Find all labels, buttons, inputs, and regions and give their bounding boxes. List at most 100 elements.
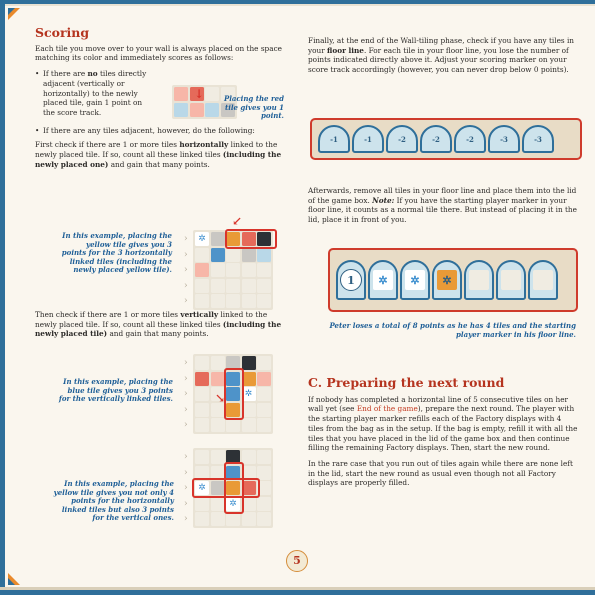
floor-tile: ✲ (437, 270, 457, 290)
wall-tile (226, 450, 240, 464)
penalty-slot: -2 (386, 125, 418, 153)
floor-after: Afterwards, remove all tiles in your flo… (308, 186, 578, 225)
wall-tile (257, 512, 271, 526)
wall-tile (210, 450, 225, 464)
next-round-text: If nobody has completed a horizontal lin… (308, 395, 578, 453)
horizontal-text-c: and gain that many points. (108, 159, 210, 169)
wall-tile (257, 387, 271, 401)
chevron-right-icon: › (184, 358, 188, 368)
wall-tile (210, 402, 225, 417)
empty-floor-space (501, 270, 521, 290)
floor-text-block: Finally, at the end of the Wall-tiling p… (308, 36, 578, 81)
wall-tile (226, 418, 240, 432)
chevron-right-icon: › (184, 296, 188, 306)
wall-tile (210, 232, 225, 246)
next-round-text-b: ), prepare the next round. The player wi… (308, 404, 578, 453)
wall-tile (195, 294, 209, 308)
no-adjacent-rule: If there are no tiles directly adjacent … (35, 69, 153, 118)
floor-slot: 1 (336, 260, 366, 300)
caption-vertical: In this example, placing the blue tile g… (58, 377, 173, 404)
floor-line-penalty-track: -1 -1 -2 -2 -2 -3 -3 (310, 118, 582, 160)
wall-tile (257, 247, 271, 262)
page-frame-left (0, 0, 5, 595)
chevron-right-icon: › (184, 483, 188, 493)
chevron-right-icon: › (184, 265, 188, 275)
corner-ornament-icon (8, 8, 20, 20)
wall-tile (210, 371, 225, 386)
wall-tile (195, 371, 209, 386)
floor-text-a: Finally, at the end of the Wall-tiling p… (308, 36, 575, 55)
vertical-text-b: linked to the newly placed tile. If so, … (35, 310, 268, 329)
highlight-both-vertical (224, 462, 244, 514)
caption-single-tile: Placing the red tile gives you 1 point. (223, 94, 284, 121)
wall-tile-yellow-placed (226, 232, 240, 246)
wall-tile: ✲ (226, 496, 240, 511)
chevron-right-icon: › (184, 452, 188, 462)
starting-player-marker: 1 (340, 269, 362, 291)
page-frame-bottom-inner (0, 587, 595, 590)
empty-floor-space (533, 270, 553, 290)
no-adjacent-text: tiles directly adjacent (vertically or h… (43, 69, 147, 117)
wall-tile (174, 102, 188, 117)
wall-tile (210, 387, 225, 401)
chevron-right-icon: › (184, 373, 188, 384)
floor-slot (528, 260, 558, 300)
wall-tile (210, 294, 225, 308)
wall-tile (241, 294, 256, 308)
floor-slot (496, 260, 526, 300)
wall-tile (241, 402, 256, 417)
pattern-line-arrows: › › › › › (184, 356, 188, 432)
penalty-slot: -2 (454, 125, 486, 153)
page-frame-top-inner (0, 4, 595, 6)
floor-slot: ✲ (368, 260, 398, 300)
floor-slot: ✲ (432, 260, 462, 300)
wall-tile-red-placed (189, 87, 204, 101)
arrow-down-icon: ↙ (232, 214, 243, 228)
chevron-right-icon: › (184, 420, 188, 430)
chevron-right-icon: › (184, 498, 188, 509)
wall-tile (210, 465, 225, 480)
next-round-block: C. Preparing the next round If nobody ha… (308, 375, 578, 494)
wall-tile (241, 418, 256, 432)
wall-tile (226, 512, 240, 526)
wall-tile (220, 102, 235, 117)
floor-tile: ✲ (373, 270, 393, 290)
next-round-text-c: In the rare case that you run out of til… (308, 458, 573, 488)
wall-tile (195, 278, 209, 293)
wall-tile (210, 496, 225, 511)
no-adjacent-prefix: If there are (43, 69, 88, 79)
wall-tile (257, 402, 271, 417)
horizontal-bold-a: horizontally (179, 140, 229, 150)
wall-tile (257, 450, 271, 464)
floor-line-example: 1 ✲ ✲ ✲ (328, 248, 578, 312)
wall-tile (241, 481, 256, 495)
floor-tile: ✲ (405, 270, 425, 290)
vertical-rule: Then check if there are 1 or more tiles … (35, 310, 285, 339)
scoring-intro: Each tile you move over to your wall is … (35, 43, 282, 63)
chevron-right-icon: › (184, 389, 188, 399)
wall-tile (226, 465, 240, 480)
wall-tile (226, 263, 240, 277)
highlight-both-horizontal (192, 478, 260, 498)
end-of-game-link[interactable]: End of the game (356, 404, 418, 414)
page-number: 5 (286, 550, 308, 572)
wall-tile (257, 294, 271, 308)
caption-horizontal: In this example, placing the yellow tile… (61, 231, 172, 275)
wall-tile: ✲ (195, 232, 209, 246)
floor-after-b: If you have the starting player marker i… (308, 195, 577, 225)
wall-tile (241, 232, 256, 246)
chevron-right-icon: › (184, 280, 188, 291)
wall-tile (241, 371, 256, 386)
floor-slot (464, 260, 494, 300)
wall-tile (226, 294, 240, 308)
next-round-heading: C. Preparing the next round (308, 375, 505, 390)
floor-after-a: Afterwards, remove all tiles in your flo… (308, 186, 577, 205)
no-adjacent-bold: no (87, 69, 98, 79)
wall-tile (257, 418, 271, 432)
floor-slot: ✲ (400, 260, 430, 300)
wall-tile (195, 356, 209, 370)
horizontal-text-b: linked to the newly placed tile. If so, … (35, 140, 278, 160)
wall-tile (195, 512, 209, 526)
chevron-right-icon: › (184, 514, 188, 524)
wall-tile (205, 102, 219, 117)
